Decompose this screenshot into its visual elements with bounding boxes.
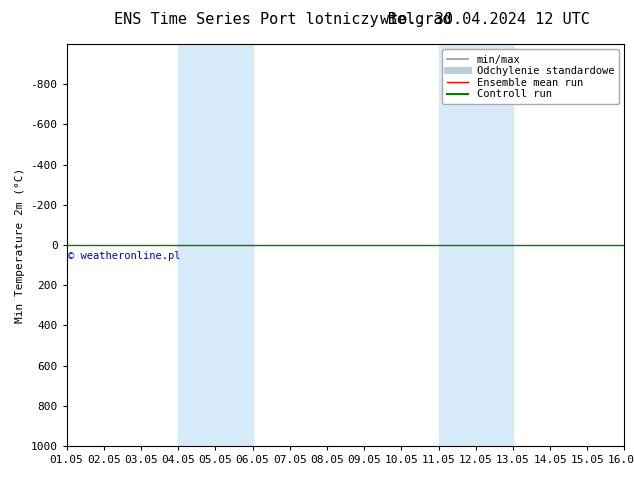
Bar xyxy=(178,44,252,446)
Legend: min/max, Odchylenie standardowe, Ensemble mean run, Controll run: min/max, Odchylenie standardowe, Ensembl… xyxy=(442,49,619,104)
Y-axis label: Min Temperature 2m (°C): Min Temperature 2m (°C) xyxy=(15,168,25,322)
Text: © weatheronline.pl: © weatheronline.pl xyxy=(68,251,181,261)
Text: ENS Time Series Port lotniczy Belgrad: ENS Time Series Port lotniczy Belgrad xyxy=(114,12,452,27)
Text: wto.. 30.04.2024 12 UTC: wto.. 30.04.2024 12 UTC xyxy=(380,12,590,27)
Bar xyxy=(439,44,513,446)
